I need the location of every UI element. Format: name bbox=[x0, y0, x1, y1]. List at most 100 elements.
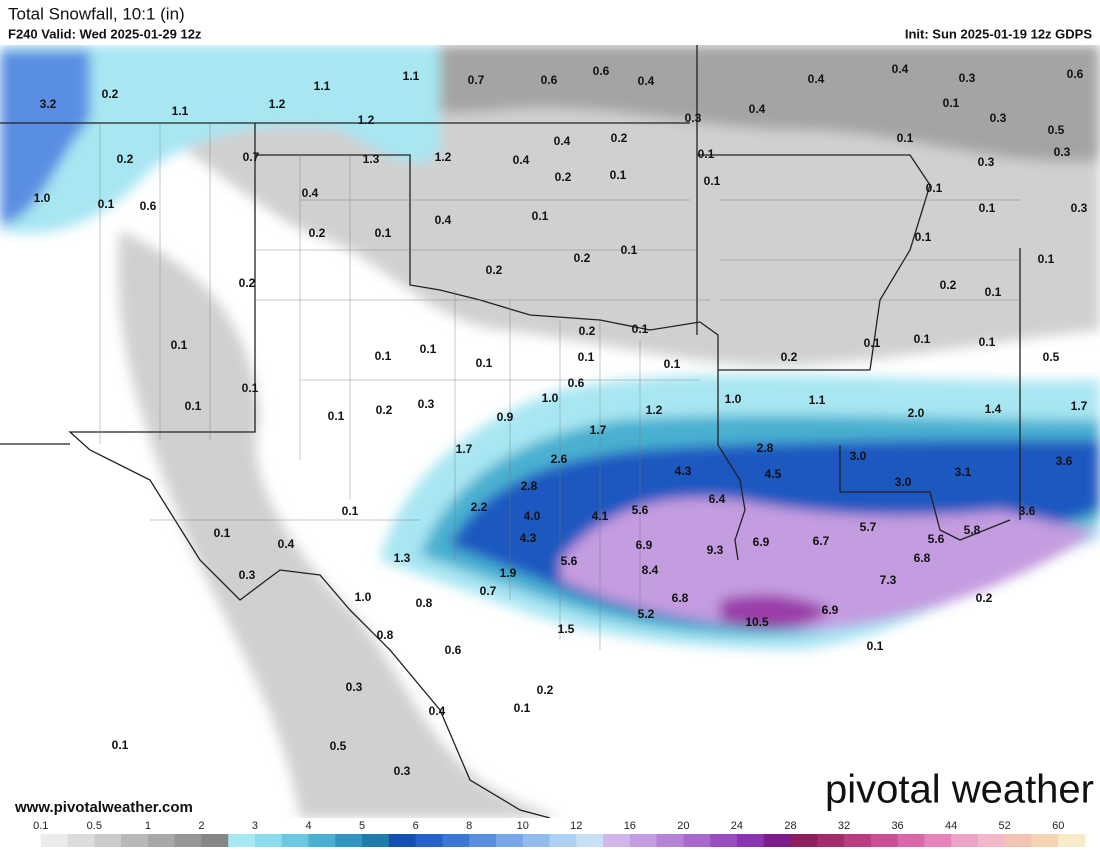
snow-label: 1.1 bbox=[314, 79, 331, 93]
snow-label: 0.2 bbox=[309, 226, 326, 240]
snow-label: 0.3 bbox=[990, 111, 1007, 125]
colorbar-label: 16 bbox=[624, 820, 636, 832]
snow-label: 0.1 bbox=[514, 701, 531, 715]
snow-label: 2.6 bbox=[551, 452, 568, 466]
snow-label: 0.1 bbox=[578, 350, 595, 364]
snow-label: 0.1 bbox=[98, 197, 115, 211]
snow-label: 0.4 bbox=[638, 74, 655, 88]
snow-label: 2.0 bbox=[908, 406, 925, 420]
colorbar-swatch bbox=[228, 834, 256, 847]
snow-label: 5.6 bbox=[561, 554, 578, 568]
snow-label: 0.1 bbox=[897, 131, 914, 145]
snow-label: 6.9 bbox=[753, 535, 770, 549]
snow-label: 0.1 bbox=[979, 201, 996, 215]
snow-label: 0.3 bbox=[685, 111, 702, 125]
colorbar-swatch bbox=[362, 834, 390, 847]
colorbar-label: 0.5 bbox=[87, 820, 102, 832]
snow-label: 4.3 bbox=[520, 531, 537, 545]
snow-label: 10.5 bbox=[745, 615, 769, 629]
colorbar-swatch bbox=[40, 834, 69, 847]
colorbar-label: 2 bbox=[198, 820, 204, 832]
colorbar-label: 36 bbox=[891, 820, 903, 832]
colorbar-swatch bbox=[951, 834, 979, 847]
snow-label: 5.2 bbox=[638, 607, 655, 621]
snow-label: 0.6 bbox=[445, 643, 462, 657]
snow-label: 1.0 bbox=[725, 392, 742, 406]
colorbar-label: 6 bbox=[413, 820, 419, 832]
snow-label: 0.1 bbox=[704, 174, 721, 188]
colorbar-swatch bbox=[522, 834, 550, 847]
snow-label: 1.1 bbox=[403, 69, 420, 83]
snow-label: 1.1 bbox=[172, 104, 189, 118]
colorbar-swatch bbox=[442, 834, 470, 847]
snow-label: 2.8 bbox=[757, 441, 774, 455]
colorbar-swatch bbox=[1058, 834, 1086, 847]
colorbar-label: 44 bbox=[945, 820, 957, 832]
snow-label: 1.0 bbox=[542, 391, 559, 405]
colorbar-label: 3 bbox=[252, 820, 258, 832]
colorbar-swatch bbox=[736, 834, 765, 847]
snow-field bbox=[0, 45, 1100, 818]
snow-label: 0.1 bbox=[171, 338, 188, 352]
map bbox=[0, 45, 1100, 818]
colorbar-label: 5 bbox=[359, 820, 365, 832]
snow-label: 0.2 bbox=[555, 170, 572, 184]
colorbar-swatch bbox=[870, 834, 899, 847]
snow-label: 0.1 bbox=[375, 226, 392, 240]
snow-label: 0.3 bbox=[394, 764, 411, 778]
colorbar-swatch bbox=[495, 834, 524, 847]
snow-label: 6.7 bbox=[813, 534, 830, 548]
snow-label: 0.8 bbox=[377, 628, 394, 642]
snow-label: 0.3 bbox=[346, 680, 363, 694]
colorbar-swatch bbox=[335, 834, 363, 847]
snow-label: 0.1 bbox=[864, 336, 881, 350]
colorbar-label: 1 bbox=[145, 820, 151, 832]
snow-label: 0.2 bbox=[781, 350, 798, 364]
snow-label: 0.1 bbox=[328, 409, 345, 423]
snow-label: 0.7 bbox=[468, 73, 485, 87]
snow-label: 1.0 bbox=[34, 191, 51, 205]
colorbar-swatch bbox=[844, 834, 872, 847]
colorbar-label: 12 bbox=[570, 820, 582, 832]
snow-label: 0.2 bbox=[486, 263, 503, 277]
snow-label: 0.1 bbox=[532, 209, 549, 223]
snow-label: 1.4 bbox=[985, 402, 1002, 416]
snow-label: 1.2 bbox=[358, 113, 375, 127]
colorbar: 0.1 0.5 1 2 3 4 5 6 8 10 12 16 20 24 28 32 36 44 52 60 bbox=[14, 820, 1086, 847]
snow-label: 0.3 bbox=[1071, 201, 1088, 215]
colorbar-label: 8 bbox=[466, 820, 472, 832]
snow-label: 0.4 bbox=[513, 153, 530, 167]
colorbar-swatch bbox=[656, 834, 684, 847]
snow-label: 0.3 bbox=[418, 397, 435, 411]
snow-label: 0.9 bbox=[497, 410, 514, 424]
snow-label: 1.7 bbox=[590, 423, 607, 437]
colorbar-label: 24 bbox=[731, 820, 743, 832]
snow-label: 0.2 bbox=[940, 278, 957, 292]
snow-label: 0.1 bbox=[375, 349, 392, 363]
snow-label: 4.1 bbox=[592, 509, 609, 523]
borders bbox=[0, 45, 1021, 818]
snow-label: 0.6 bbox=[140, 199, 157, 213]
snow-label: 0.2 bbox=[611, 131, 628, 145]
colorbar-swatch bbox=[576, 834, 604, 847]
colorbar-label: 60 bbox=[1052, 820, 1064, 832]
colorbar-label: 4 bbox=[305, 820, 311, 832]
colorbar-label: 52 bbox=[999, 820, 1011, 832]
colorbar-swatch bbox=[1031, 834, 1059, 847]
snow-label: 0.2 bbox=[239, 276, 256, 290]
snow-label: 1.2 bbox=[269, 97, 286, 111]
colorbar-swatch bbox=[924, 834, 952, 847]
snow-label: 0.3 bbox=[978, 155, 995, 169]
snow-label: 3.6 bbox=[1056, 454, 1073, 468]
colorbar-label: 32 bbox=[838, 820, 850, 832]
snow-label: 0.1 bbox=[242, 381, 259, 395]
snow-label: 0.1 bbox=[698, 147, 715, 161]
snow-label: 0.4 bbox=[278, 537, 295, 551]
colorbar-label: 10 bbox=[517, 820, 529, 832]
snow-label: 0.2 bbox=[579, 324, 596, 338]
snow-label: 0.1 bbox=[610, 168, 627, 182]
colorbar-swatch bbox=[977, 834, 1006, 847]
snow-label: 0.1 bbox=[214, 526, 231, 540]
snow-label: 0.2 bbox=[376, 403, 393, 417]
